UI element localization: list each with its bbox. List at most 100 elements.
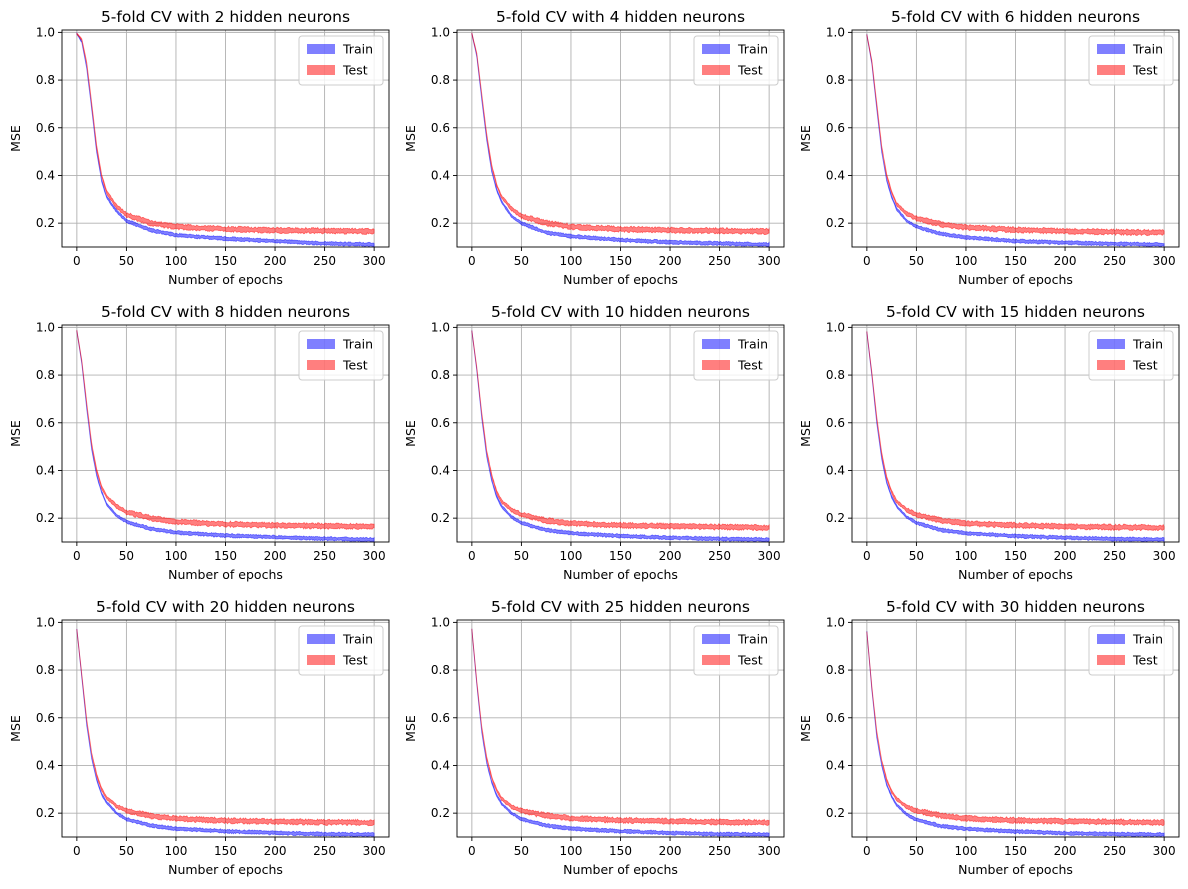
x-tick-label: 50 xyxy=(909,549,924,563)
legend-label-test: Test xyxy=(737,653,763,668)
x-axis-label: Number of epochs xyxy=(958,862,1073,877)
x-tick-label: 0 xyxy=(468,844,476,858)
y-tick-label: 0.2 xyxy=(36,806,55,820)
x-tick-label: 0 xyxy=(863,549,871,563)
y-tick-label: 0.2 xyxy=(826,511,845,525)
x-tick-label: 50 xyxy=(119,844,134,858)
legend-label-train: Train xyxy=(342,337,373,352)
legend-swatch-train xyxy=(307,339,335,349)
series-band-train xyxy=(471,32,770,247)
x-tick-label: 100 xyxy=(165,254,188,268)
y-tick-label: 0.4 xyxy=(826,168,845,182)
legend: Train Test xyxy=(1088,330,1174,381)
x-tick-label: 150 xyxy=(214,254,237,268)
legend: Train Test xyxy=(693,625,779,676)
y-axis-label: MSE xyxy=(8,715,23,742)
y-axis-label: MSE xyxy=(8,125,23,152)
x-tick-label: 50 xyxy=(514,549,529,563)
series-band-test xyxy=(471,628,770,827)
x-tick-label: 150 xyxy=(1004,254,1027,268)
legend-swatch-train xyxy=(702,339,730,349)
legend: Train Test xyxy=(1088,625,1174,676)
y-axis-label: MSE xyxy=(403,420,418,447)
y-tick-label: 1.0 xyxy=(431,615,450,629)
series-band-test xyxy=(866,34,1165,237)
legend-swatch-test xyxy=(1097,65,1125,75)
y-tick-label: 0.6 xyxy=(431,121,450,135)
chart-title: 5-fold CV with 25 hidden neurons xyxy=(491,598,750,616)
legend-swatch-test xyxy=(702,65,730,75)
x-tick-label: 100 xyxy=(560,254,583,268)
x-tick-label: 300 xyxy=(363,844,386,858)
legend-swatch-test xyxy=(702,655,730,665)
y-tick-label: 0.8 xyxy=(36,663,55,677)
y-tick-label: 0.4 xyxy=(36,168,55,182)
x-tick-label: 150 xyxy=(1004,844,1027,858)
x-tick-label: 200 xyxy=(264,254,287,268)
x-axis-label: Number of epochs xyxy=(563,272,678,287)
y-axis-label: MSE xyxy=(403,125,418,152)
x-tick-label: 50 xyxy=(514,844,529,858)
series-band-test xyxy=(76,32,375,236)
x-tick-label: 150 xyxy=(609,549,632,563)
x-tick-label: 250 xyxy=(708,254,731,268)
x-axis-label: Number of epochs xyxy=(958,272,1073,287)
legend-swatch-train xyxy=(1097,44,1125,54)
legend: Train Test xyxy=(298,625,384,676)
y-tick-label: 0.8 xyxy=(826,73,845,87)
x-tick-label: 200 xyxy=(659,549,682,563)
legend-swatch-test xyxy=(702,360,730,370)
series-band-test xyxy=(471,32,770,236)
x-tick-label: 150 xyxy=(214,549,237,563)
x-tick-label: 0 xyxy=(73,254,81,268)
y-tick-label: 0.8 xyxy=(431,73,450,87)
y-tick-label: 0.6 xyxy=(431,416,450,430)
y-tick-label: 0.2 xyxy=(826,806,845,820)
x-tick-label: 100 xyxy=(560,844,583,858)
x-tick-label: 300 xyxy=(363,254,386,268)
legend-swatch-train xyxy=(1097,634,1125,644)
x-axis-label: Number of epochs xyxy=(168,567,283,582)
x-tick-label: 150 xyxy=(609,844,632,858)
legend-label-test: Test xyxy=(1132,63,1158,78)
x-tick-label: 250 xyxy=(708,844,731,858)
legend-label-test: Test xyxy=(1132,653,1158,668)
y-tick-label: 1.0 xyxy=(36,25,55,39)
legend-label-test: Test xyxy=(342,653,368,668)
y-tick-label: 0.4 xyxy=(431,463,450,477)
x-tick-label: 300 xyxy=(1153,549,1176,563)
y-tick-label: 0.4 xyxy=(36,758,55,772)
y-tick-label: 0.6 xyxy=(826,121,845,135)
y-tick-label: 0.8 xyxy=(36,73,55,87)
y-tick-label: 0.2 xyxy=(431,216,450,230)
legend: Train Test xyxy=(693,330,779,381)
series-band-test xyxy=(76,629,375,827)
chart-title: 5-fold CV with 8 hidden neurons xyxy=(101,303,350,321)
chart-title: 5-fold CV with 30 hidden neurons xyxy=(886,598,1145,616)
x-tick-label: 250 xyxy=(313,254,336,268)
x-tick-label: 0 xyxy=(73,549,81,563)
y-tick-label: 1.0 xyxy=(826,320,845,334)
y-axis-label: MSE xyxy=(798,715,813,742)
y-tick-label: 1.0 xyxy=(826,615,845,629)
y-tick-label: 0.6 xyxy=(826,416,845,430)
series-band-train xyxy=(76,330,375,542)
x-tick-label: 250 xyxy=(1103,844,1126,858)
y-tick-label: 0.4 xyxy=(36,463,55,477)
y-tick-label: 0.6 xyxy=(36,121,55,135)
legend-swatch-test xyxy=(1097,655,1125,665)
legend-label-train: Train xyxy=(342,42,373,57)
y-tick-label: 0.6 xyxy=(431,711,450,725)
y-tick-label: 0.6 xyxy=(826,711,845,725)
x-tick-label: 100 xyxy=(165,549,188,563)
chart-title: 5-fold CV with 4 hidden neurons xyxy=(496,8,745,26)
y-axis-label: MSE xyxy=(798,125,813,152)
x-tick-label: 50 xyxy=(514,254,529,268)
x-axis-label: Number of epochs xyxy=(563,862,678,877)
x-tick-label: 0 xyxy=(468,254,476,268)
legend-swatch-test xyxy=(307,360,335,370)
x-tick-label: 250 xyxy=(313,844,336,858)
x-tick-label: 200 xyxy=(1054,549,1077,563)
x-tick-label: 250 xyxy=(313,549,336,563)
